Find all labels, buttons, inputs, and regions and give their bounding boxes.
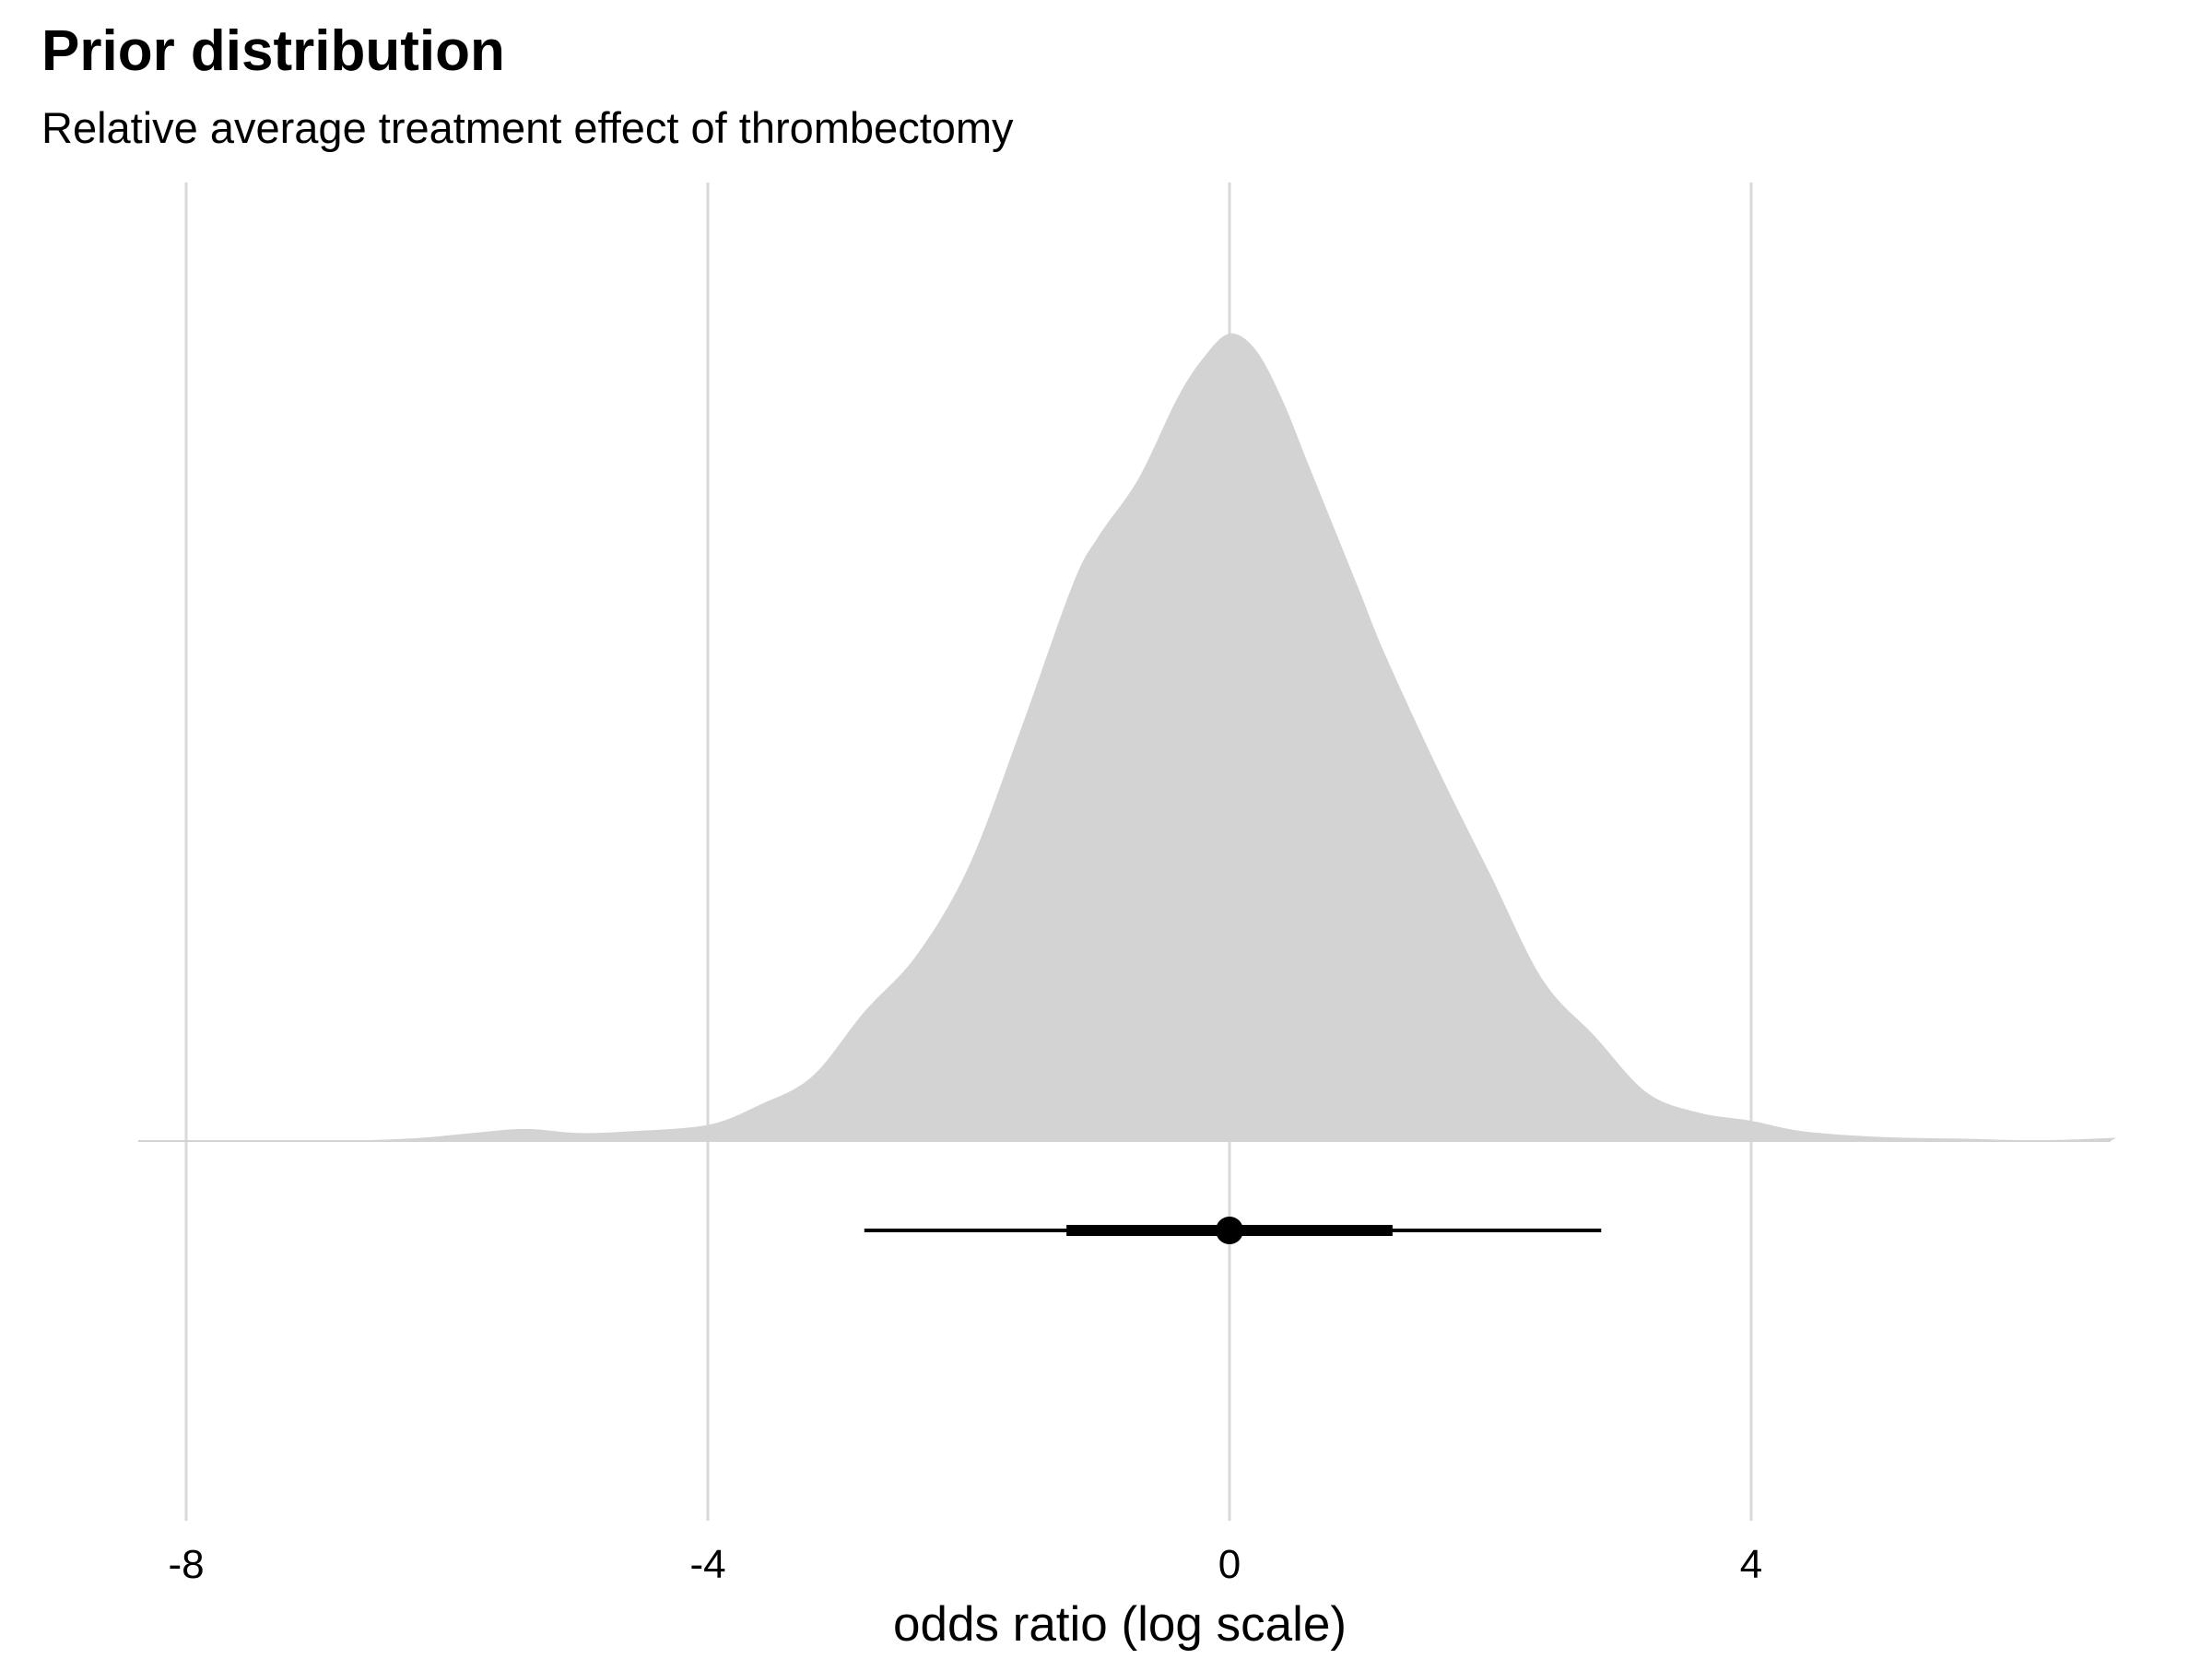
x-tick-label: 4: [1740, 1542, 1762, 1587]
point-estimate: [1216, 1217, 1243, 1244]
x-axis-title: odds ratio (log scale): [893, 1597, 1347, 1652]
density-area: [140, 333, 2117, 1141]
chart-subtitle: Relative average treatment effect of thr…: [41, 103, 1014, 152]
x-tick-label: -8: [168, 1542, 204, 1587]
gridlines: [184, 182, 1753, 1521]
chart-title: Prior distribution: [41, 19, 505, 83]
x-tick-label: 0: [1218, 1542, 1241, 1587]
x-axis-tick-labels: -8 -4 0 4: [168, 1542, 1762, 1587]
interval: [864, 1217, 1602, 1244]
x-tick-label: -4: [689, 1542, 725, 1587]
